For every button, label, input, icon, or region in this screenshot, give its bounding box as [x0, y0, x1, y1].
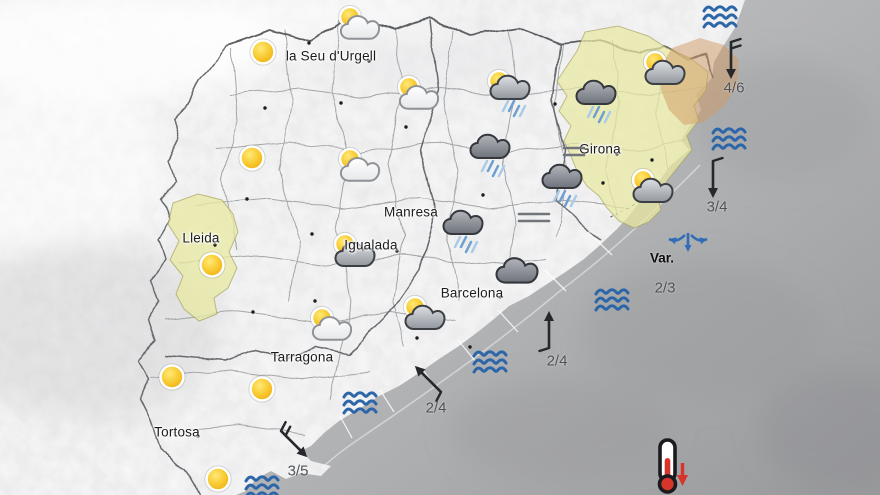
sun-icon: [233, 26, 293, 78]
town-dot: [468, 345, 472, 349]
town-dot: [263, 106, 267, 110]
sea-waves-icon: [244, 473, 280, 495]
cloud-gray-rain-icon: [566, 74, 626, 126]
city-label-tarragona: Tarragona: [270, 349, 334, 365]
sun-cloud-white-icon: [386, 69, 446, 121]
wind-arrow-icon: [523, 305, 575, 357]
sea-waves-icon: [594, 286, 630, 314]
cloud-gray-icon: [487, 245, 547, 297]
town-dot: [615, 152, 619, 156]
fog-icon: [562, 145, 586, 159]
variable-wind-label: Var.: [649, 250, 675, 266]
city-label-manresa: Manresa: [384, 204, 438, 220]
town-dot: [395, 249, 399, 253]
coastal-divisions: [339, 231, 613, 439]
wind-speed-label: 4/6: [723, 79, 745, 97]
sea-waves-icon: [702, 3, 738, 31]
town-dot: [307, 41, 311, 45]
thermometer-down-icon: [651, 437, 697, 495]
wind-arrow-icon: [705, 33, 757, 85]
wind-speed-label: 3/5: [287, 462, 309, 480]
town-dot: [310, 232, 314, 236]
sun-icon: [182, 239, 242, 291]
sun-icon: [188, 453, 248, 495]
town-dot: [313, 299, 317, 303]
town-dot: [431, 211, 435, 215]
wind-arrow-icon: [403, 354, 455, 406]
sun-cloud-gray-icon: [632, 44, 692, 96]
sea-waves-icon: [472, 348, 508, 376]
town-dot: [328, 357, 332, 361]
town-dot: [245, 197, 249, 201]
city-label-girona: Girona: [579, 141, 621, 157]
sun-cloud-white-icon: [327, 0, 387, 51]
fog-icon: [517, 211, 551, 225]
sun-icon: [142, 351, 202, 403]
wind-speed-label: 2/4: [425, 399, 447, 417]
town-dot: [498, 295, 502, 299]
town-dot: [481, 193, 485, 197]
city-label-lleida: Lleida: [182, 230, 220, 246]
wind-arrow-icon: [267, 417, 319, 469]
city-label-barcelona: Barcelona: [440, 285, 504, 301]
wind-speed-label: 2/4: [546, 352, 568, 370]
sun-cloud-gray-icon: [620, 162, 680, 214]
town-dot: [367, 59, 371, 63]
town-dot: [553, 102, 557, 106]
sun-cloud-white-icon: [299, 300, 359, 352]
town-dot: [339, 101, 343, 105]
town-dot: [601, 181, 605, 185]
sun-cloud-white-icon: [327, 141, 387, 193]
cloud-gray-rain-icon: [532, 158, 592, 210]
town-dot: [650, 158, 654, 162]
wind-arrow-icon: [687, 152, 739, 204]
city-label-la-seu-d-urgell: la Seu d'Urgell: [285, 48, 377, 64]
sea-waves-icon: [342, 389, 378, 417]
sun-cloud-gray-icon: [322, 226, 382, 278]
town-dot: [404, 125, 408, 129]
sea-shading: [450, 60, 880, 490]
town-dot: [196, 434, 200, 438]
town-dot: [213, 243, 217, 247]
cloud-gray-rain-icon: [460, 128, 520, 180]
cloud-gray-rain-icon: [433, 204, 493, 256]
sea-waves-icon: [711, 125, 747, 153]
sun-cloud-gray-icon: [392, 289, 452, 341]
wind-speed-label: 3/4: [706, 198, 728, 216]
city-label-tortosa: Tortosa: [154, 424, 200, 440]
town-dots: [196, 41, 654, 438]
town-dot: [251, 310, 255, 314]
town-dot: [415, 336, 419, 340]
city-label-igualada: Igualada: [344, 237, 398, 253]
sun-cloud-gray-rain-icon: [478, 66, 538, 118]
variable-wind-icon: [664, 220, 712, 256]
sun-icon: [222, 132, 282, 184]
wind-speed-label: 2/3: [654, 279, 676, 297]
sun-icon: [232, 363, 292, 415]
